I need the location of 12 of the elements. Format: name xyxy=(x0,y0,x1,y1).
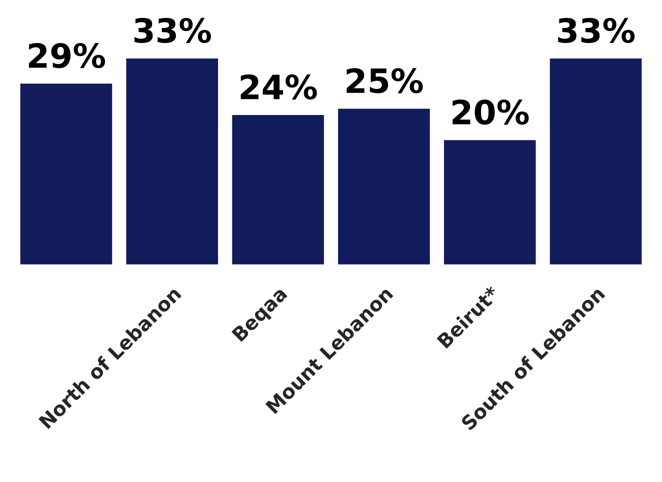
bar xyxy=(230,114,326,266)
bar xyxy=(442,138,538,266)
bar xyxy=(548,58,644,266)
data-label: 20% xyxy=(452,99,529,125)
data-label: 33% xyxy=(134,18,211,44)
data-label: 33% xyxy=(558,18,635,44)
data-label: 25% xyxy=(346,68,423,94)
data-label: 29% xyxy=(28,42,106,68)
bar xyxy=(336,107,432,266)
data-label: 24% xyxy=(240,74,317,100)
bar xyxy=(18,82,114,266)
bar xyxy=(124,58,220,266)
